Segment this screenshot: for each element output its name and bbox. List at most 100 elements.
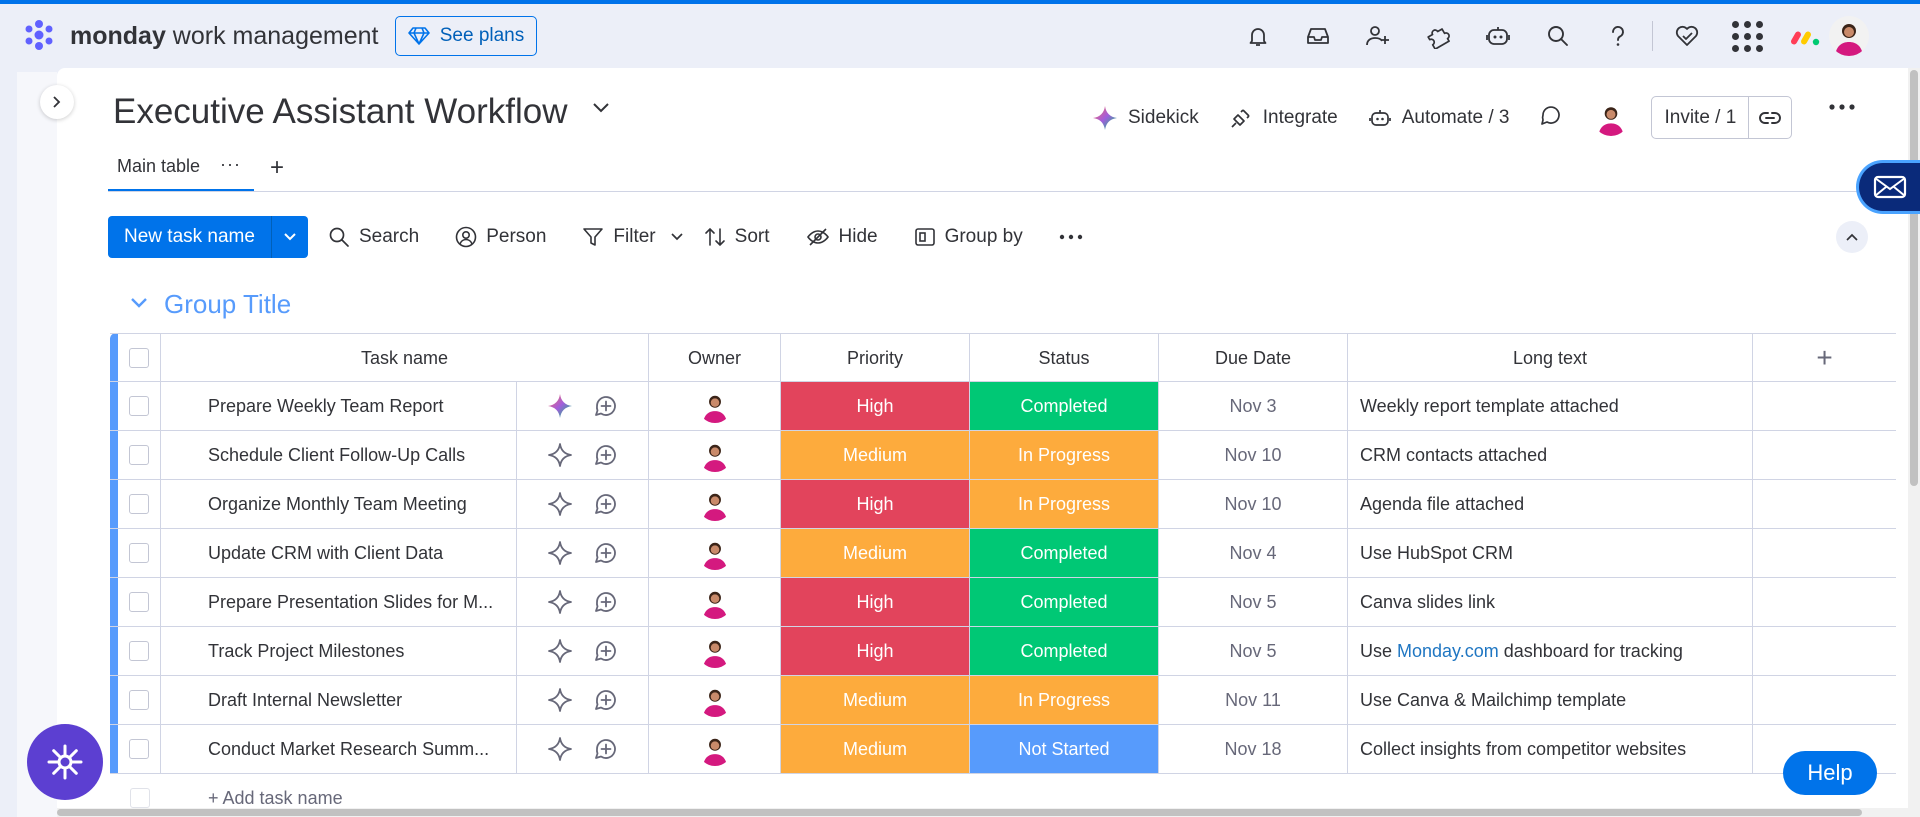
long-text-cell[interactable]: Agenda file attached xyxy=(1348,480,1753,528)
task-name-cell[interactable]: Update CRM with Client Data xyxy=(161,529,517,577)
column-header-status[interactable]: Status xyxy=(970,334,1159,382)
owner-cell[interactable] xyxy=(649,480,781,528)
owner-cell[interactable] xyxy=(649,627,781,675)
add-view-button[interactable]: + xyxy=(270,154,285,181)
status-label[interactable]: In Progress xyxy=(970,480,1159,528)
ai-assistant-icon[interactable] xyxy=(1478,16,1518,56)
invite-members-icon[interactable] xyxy=(1358,16,1398,56)
add-update-icon[interactable] xyxy=(593,638,619,664)
due-date-cell[interactable]: Nov 5 xyxy=(1159,578,1348,626)
row-checkbox[interactable] xyxy=(129,592,149,612)
sort-tool[interactable]: Sort xyxy=(704,226,770,248)
filter-tool[interactable]: Filter xyxy=(582,226,656,248)
status-label[interactable]: Completed xyxy=(970,529,1159,577)
status-label[interactable]: Completed xyxy=(970,627,1159,675)
horizontal-scroll-thumb[interactable] xyxy=(57,809,1862,816)
task-name-cell[interactable]: Draft Internal Newsletter xyxy=(161,676,517,724)
see-plans-button[interactable]: See plans xyxy=(395,16,537,56)
invite-button[interactable]: Invite / 1 xyxy=(1652,97,1750,138)
owner-cell[interactable] xyxy=(649,578,781,626)
due-date-cell[interactable]: Nov 5 xyxy=(1159,627,1348,675)
board-owner-avatar[interactable] xyxy=(1593,99,1630,136)
add-update-icon[interactable] xyxy=(593,687,619,713)
column-header-owner[interactable]: Owner xyxy=(649,334,781,382)
column-header-due-date[interactable]: Due Date xyxy=(1159,334,1348,382)
long-text-cell[interactable]: Collect insights from competitor website… xyxy=(1348,725,1753,773)
horizontal-scrollbar[interactable] xyxy=(57,808,1908,817)
ai-sparkle-icon[interactable] xyxy=(547,589,573,615)
priority-label[interactable]: Medium xyxy=(781,431,970,479)
row-checkbox[interactable] xyxy=(129,641,149,661)
status-label[interactable]: Completed xyxy=(970,382,1159,430)
row-checkbox[interactable] xyxy=(129,690,149,710)
filter-dropdown[interactable] xyxy=(670,232,684,242)
sidekick-button[interactable]: Sidekick xyxy=(1092,105,1199,131)
app-switcher-icon[interactable] xyxy=(1727,16,1767,56)
task-name-cell[interactable]: Organize Monthly Team Meeting xyxy=(161,480,517,528)
add-update-icon[interactable] xyxy=(593,393,619,419)
add-update-icon[interactable] xyxy=(593,736,619,762)
add-update-icon[interactable] xyxy=(593,540,619,566)
long-text-cell[interactable]: Canva slides link xyxy=(1348,578,1753,626)
group-by-tool[interactable]: Group by xyxy=(914,226,1023,248)
help-button[interactable]: Help xyxy=(1783,751,1877,795)
long-text-link[interactable]: Monday.com xyxy=(1397,640,1499,661)
group-collapse-chevron-icon[interactable] xyxy=(130,296,148,310)
row-checkbox[interactable] xyxy=(129,445,149,465)
column-header-task[interactable]: Task name xyxy=(161,334,649,382)
status-label[interactable]: In Progress xyxy=(970,676,1159,724)
favorites-heart-icon[interactable] xyxy=(1667,16,1707,56)
column-header-long-text[interactable]: Long text xyxy=(1348,334,1753,382)
select-all-checkbox[interactable] xyxy=(129,348,149,368)
more-options-icon[interactable] xyxy=(1828,100,1856,114)
status-label[interactable]: In Progress xyxy=(970,431,1159,479)
collapse-header-button[interactable] xyxy=(1836,221,1868,253)
priority-label[interactable]: High xyxy=(781,578,970,626)
ai-sparkle-icon[interactable] xyxy=(547,687,573,713)
bell-icon[interactable] xyxy=(1238,16,1278,56)
long-text-cell[interactable]: Use HubSpot CRM xyxy=(1348,529,1753,577)
status-label[interactable]: Completed xyxy=(970,578,1159,626)
vertical-scroll-thumb[interactable] xyxy=(1910,70,1918,486)
long-text-cell[interactable]: Weekly report template attached xyxy=(1348,382,1753,430)
monday-logo-icon[interactable] xyxy=(22,18,56,52)
priority-label[interactable]: Medium xyxy=(781,725,970,773)
owner-cell[interactable] xyxy=(649,676,781,724)
new-task-dropdown[interactable] xyxy=(271,216,308,258)
row-checkbox[interactable] xyxy=(129,396,149,416)
toolbar-more-icon[interactable] xyxy=(1059,233,1083,241)
row-checkbox[interactable] xyxy=(129,543,149,563)
long-text-cell[interactable]: Use Monday.com dashboard for tracking xyxy=(1348,627,1753,675)
task-name-cell[interactable]: Track Project Milestones xyxy=(161,627,517,675)
task-name-cell[interactable]: Schedule Client Follow-Up Calls xyxy=(161,431,517,479)
apps-puzzle-icon[interactable] xyxy=(1418,16,1458,56)
column-header-priority[interactable]: Priority xyxy=(781,334,970,382)
automate-button[interactable]: Automate / 3 xyxy=(1368,106,1509,130)
ai-sparkle-icon[interactable] xyxy=(547,491,573,517)
board-title[interactable]: Executive Assistant Workflow xyxy=(113,92,568,131)
due-date-cell[interactable]: Nov 10 xyxy=(1159,480,1348,528)
updates-chat-icon[interactable] xyxy=(1539,103,1563,133)
search-tool[interactable]: Search xyxy=(328,226,419,248)
task-name-cell[interactable]: Prepare Weekly Team Report xyxy=(161,382,517,430)
group-title[interactable]: Group Title xyxy=(164,289,292,319)
add-update-icon[interactable] xyxy=(593,589,619,615)
due-date-cell[interactable]: Nov 4 xyxy=(1159,529,1348,577)
vertical-scrollbar[interactable] xyxy=(1908,68,1920,817)
owner-cell[interactable] xyxy=(649,431,781,479)
row-checkbox[interactable] xyxy=(129,494,149,514)
due-date-cell[interactable]: Nov 11 xyxy=(1159,676,1348,724)
tab-main-table[interactable]: Main table xyxy=(117,156,201,176)
tab-options-icon[interactable]: ··· xyxy=(220,154,241,174)
hide-tool[interactable]: Hide xyxy=(806,226,878,248)
add-update-icon[interactable] xyxy=(593,491,619,517)
due-date-cell[interactable]: Nov 10 xyxy=(1159,431,1348,479)
owner-cell[interactable] xyxy=(649,382,781,430)
user-avatar[interactable] xyxy=(1829,16,1869,56)
status-label[interactable]: Not Started xyxy=(970,725,1159,773)
owner-cell[interactable] xyxy=(649,529,781,577)
priority-label[interactable]: Medium xyxy=(781,676,970,724)
floating-widget-button[interactable] xyxy=(27,724,103,800)
inbox-icon[interactable] xyxy=(1298,16,1338,56)
ai-sparkle-icon[interactable] xyxy=(547,638,573,664)
